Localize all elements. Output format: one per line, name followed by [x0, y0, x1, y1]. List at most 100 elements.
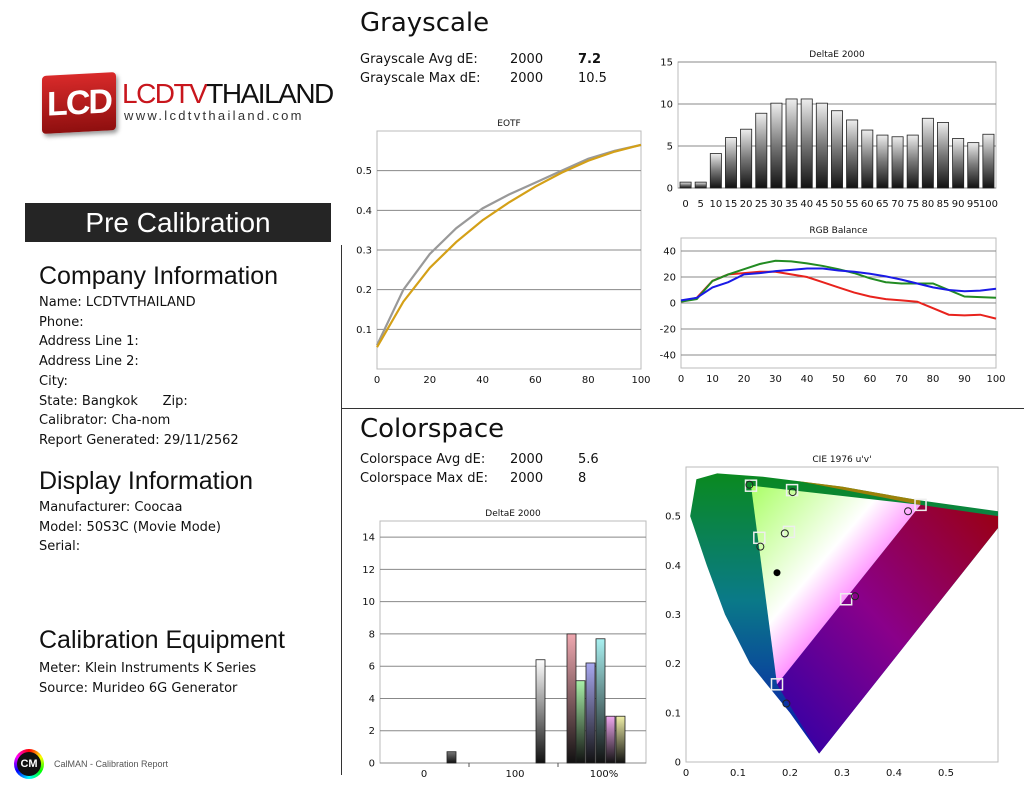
company-line: Report Generated: 29/11/2562 — [39, 432, 239, 448]
measured-circle — [782, 699, 791, 708]
white-point-dot — [773, 569, 781, 577]
rgb-line-green — [680, 259, 997, 303]
x-tick-label: 15 — [725, 199, 738, 210]
stat-standard: 2000 — [510, 52, 544, 67]
stat-standard: 2000 — [510, 452, 544, 467]
colorspace-de-bar — [446, 751, 457, 764]
measured-circle — [851, 592, 859, 601]
x-tick-label: 10 — [709, 199, 722, 210]
y-tick-label: 0 — [667, 184, 673, 195]
target-square — [839, 593, 853, 606]
y-tick-label: 0 — [670, 299, 676, 310]
x-tick-label: 0.2 — [782, 768, 798, 779]
colorspace-de-bar — [605, 715, 616, 764]
rgb-line-blue — [680, 267, 997, 302]
chart-title: EOTF — [497, 119, 520, 129]
x-tick-label: 100 — [631, 375, 650, 386]
footer: CM CalMAN - Calibration Report — [14, 749, 168, 779]
x-tick-label: 80 — [582, 375, 595, 386]
x-tick-label: 35 — [785, 199, 798, 210]
logo-url: www.lcdtvthailand.com — [124, 108, 304, 123]
display-info: Manufacturer: Coocaa Model: 50S3C (Movie… — [39, 498, 221, 557]
cie-gamut-fill — [690, 473, 998, 754]
y-tick-label: 0.3 — [356, 246, 372, 257]
equipment-line: Source: Murideo 6G Generator — [39, 680, 238, 696]
grayscale-de-bar — [679, 181, 692, 189]
grayscale-de-bar — [770, 102, 783, 189]
stat-value: 8 — [578, 471, 587, 486]
x-tick-label: 20 — [738, 374, 751, 385]
grayscale-de-bar — [937, 122, 949, 189]
measured-circle — [780, 529, 789, 538]
measured-circle — [756, 542, 765, 551]
grayscale-de-bar — [800, 98, 813, 189]
rgb-line-red — [680, 270, 997, 320]
colorspace-de-bar — [575, 680, 586, 764]
display-line: Serial: — [39, 539, 81, 555]
y-tick-label: 0.5 — [665, 512, 681, 523]
grayscale-de-bar — [967, 142, 980, 189]
logo-brand: LCDTVTHAILAND — [122, 78, 334, 109]
x-tick-label: 60 — [861, 199, 874, 210]
equipment-heading: Calibration Equipment — [39, 626, 285, 654]
stat-label: Grayscale Max dE: — [360, 71, 481, 86]
y-tick-label: 0.3 — [665, 610, 681, 621]
x-tick-label: 40 — [476, 375, 489, 386]
grayscale-de-bar — [952, 138, 965, 189]
chart-title: CIE 1976 u'v' — [812, 455, 871, 465]
x-tick-label: 95 — [967, 199, 980, 210]
grayscale-de-bar — [785, 98, 798, 189]
x-tick-label: 40 — [800, 199, 813, 210]
colorspace-de-bar — [535, 659, 546, 764]
equipment-line: Meter: Klein Instruments K Series — [39, 661, 257, 676]
x-tick-label: 80 — [927, 374, 940, 385]
x-tick-label: 5 — [698, 199, 704, 210]
y-tick-label: 0 — [675, 758, 681, 769]
company-heading: Company Information — [39, 262, 279, 290]
x-tick-label: 40 — [801, 374, 814, 385]
y-tick-label: 15 — [660, 58, 673, 69]
y-tick-label: -20 — [660, 325, 676, 336]
y-tick-label: 4 — [369, 694, 375, 705]
y-tick-label: -40 — [660, 351, 676, 362]
grayscale-de-bar — [861, 129, 874, 189]
x-tick-label: 65 — [876, 199, 889, 210]
horizontal-divider — [341, 408, 1024, 409]
purple-region — [777, 504, 998, 754]
target-square — [914, 498, 927, 512]
y-tick-label: 0.4 — [356, 206, 372, 217]
vertical-divider — [341, 245, 342, 775]
grayscale-de-bar — [709, 153, 722, 189]
x-tick-label: 0.5 — [938, 768, 954, 779]
x-tick-label: 0 — [374, 375, 380, 386]
y-tick-label: 20 — [663, 273, 676, 284]
company-line: Address Line 1: — [39, 334, 139, 350]
x-tick-label: 80 — [921, 199, 934, 210]
display-heading: Display Information — [39, 467, 253, 495]
grayscale-de-bar — [755, 112, 768, 189]
x-tick-label: 45 — [815, 199, 828, 210]
lcdtvthailand-logo: LCD LCDTVTHAILAND www.lcdtvthailand.com — [42, 72, 334, 134]
y-tick-label: 0.1 — [665, 708, 681, 719]
x-tick-label: 30 — [770, 199, 783, 210]
stat-label: Colorspace Avg dE: — [360, 452, 486, 467]
measured-circle — [904, 507, 913, 516]
grayscale-de-bar — [725, 137, 737, 189]
stat-value: 7.2 — [578, 52, 602, 67]
target-square — [744, 479, 758, 492]
x-tick-label: 0 — [683, 768, 689, 779]
x-tick-label: 20 — [423, 375, 436, 386]
x-tick-label: 50 — [831, 199, 844, 210]
x-tick-label: 20 — [740, 199, 753, 210]
x-tick-label: 0 — [678, 374, 684, 385]
target-square — [782, 525, 796, 539]
chart-title: RGB Balance — [809, 226, 868, 236]
grayscale-de-bar — [876, 134, 889, 189]
y-tick-label: 0.5 — [356, 166, 372, 177]
grayscale-title: Grayscale — [360, 8, 490, 38]
y-tick-label: 0.2 — [665, 659, 681, 670]
x-tick-label: 75 — [906, 199, 919, 210]
x-tick-label: 100 — [505, 769, 524, 780]
x-tick-label: 90 — [952, 199, 965, 210]
